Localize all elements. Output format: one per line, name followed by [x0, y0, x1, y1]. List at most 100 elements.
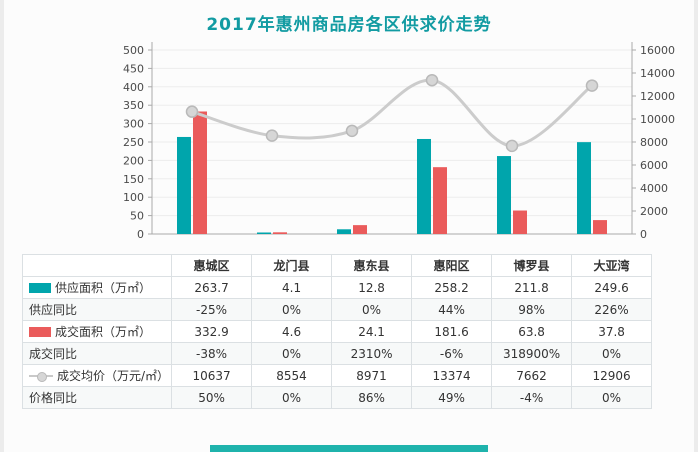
table-cell: 2310% [331, 342, 413, 365]
table-cell: -25% [171, 298, 253, 321]
row-label-cell: 成交均价（万元/㎡） [21, 364, 173, 387]
supply-area-bar [177, 136, 191, 234]
red-bar-legend-icon [29, 326, 51, 337]
table-row: 价格同比 50% 0% 86% 49% -4% 0% [21, 386, 653, 409]
table-cell: 0% [571, 342, 653, 365]
table-cell: 13374 [411, 364, 493, 387]
table-row: 供应同比 -25% 0% 0% 44% 98% 226% [21, 298, 653, 321]
table-cell: 4.1 [251, 276, 333, 299]
table-cell: 4.6 [251, 320, 333, 343]
deal-area-bar [353, 225, 367, 234]
row-label-cell: 成交同比 [21, 342, 173, 365]
row-label: 供应面积（万㎡） [55, 281, 152, 295]
table-cell: 8554 [251, 364, 333, 387]
table-cell: 211.8 [491, 276, 573, 299]
district-header: 惠东县 [331, 254, 413, 277]
table-cell: 332.9 [171, 320, 253, 343]
table-cell: 63.8 [491, 320, 573, 343]
table-header-row: 惠城区 龙门县 惠东县 惠阳区 博罗县 大亚湾 [21, 254, 653, 277]
right-axis-tick-label: 6000 [640, 159, 668, 172]
left-axis-tick-label: 350 [123, 99, 144, 112]
row-label: 成交同比 [29, 347, 78, 361]
left-axis-tick-label: 250 [123, 136, 144, 149]
table-cell: 181.6 [411, 320, 493, 343]
table-cell: -38% [171, 342, 253, 365]
deal-area-bar [193, 111, 207, 234]
table-row: 成交同比 -38% 0% 2310% -6% 318900% 0% [21, 342, 653, 365]
row-label: 价格同比 [29, 391, 78, 405]
supply-area-bar [577, 142, 591, 234]
price-line-marker [345, 124, 359, 138]
footer-stripe [210, 445, 488, 452]
price-line-marker [585, 79, 599, 92]
supply-area-bar [417, 138, 431, 234]
row-label: 供应同比 [29, 303, 78, 317]
table-cell: 98% [491, 298, 573, 321]
right-axis-tick-label: 2000 [640, 205, 668, 218]
table-cell: 49% [411, 386, 493, 409]
table-cell: 249.6 [571, 276, 653, 299]
supply-area-bar [257, 232, 271, 234]
table-cell: 258.2 [411, 276, 493, 299]
table-cell: 7662 [491, 364, 573, 387]
deal-area-bar [433, 167, 447, 234]
row-label-cell: 价格同比 [21, 386, 173, 409]
left-axis-tick-label: 150 [123, 173, 144, 186]
price-line-marker [265, 129, 279, 142]
table-cell: -4% [491, 386, 573, 409]
left-axis-tick-label: 200 [123, 154, 144, 167]
district-header: 龙门县 [251, 254, 333, 277]
table-cell: 8971 [331, 364, 413, 387]
combo-chart: 0 50 100 150 200 250 300 350 400 450 500 0 2000 4000 6… [123, 42, 675, 241]
chart-title: 2017年惠州商品房各区供求价走势 [206, 15, 492, 35]
right-axis-tick-label: 0 [640, 228, 647, 241]
table-cell: 0% [251, 298, 333, 321]
right-axis-tick-label: 8000 [640, 136, 668, 149]
row-label: 成交均价（万元/㎡） [57, 369, 170, 383]
table-cell: 10637 [171, 364, 253, 387]
table-cell: 0% [251, 386, 333, 409]
district-header: 博罗县 [491, 254, 573, 277]
table-cell: 12.8 [331, 276, 413, 299]
table-corner-cell [21, 254, 173, 277]
table-cell: 12906 [571, 364, 653, 387]
table-cell: 0% [571, 386, 653, 409]
table-row: 供应面积（万㎡） 263.7 4.1 12.8 258.2 211.8 249.6 [21, 276, 653, 299]
left-axis-tick-label: 300 [123, 118, 144, 131]
table-cell: 50% [171, 386, 253, 409]
table-cell: 37.8 [571, 320, 653, 343]
table-cell: 0% [251, 342, 333, 365]
price-line-marker [505, 139, 519, 153]
left-axis-tick-label: 100 [123, 191, 144, 204]
table-cell: 226% [571, 298, 653, 321]
right-axis-tick-label: 10000 [640, 113, 675, 126]
table-cell: 263.7 [171, 276, 253, 299]
right-axis-tick-label: 16000 [640, 44, 675, 57]
row-label-cell: 供应同比 [21, 298, 173, 321]
teal-bar-legend-icon [29, 282, 51, 293]
table-row: 成交均价（万元/㎡） 10637 8554 8971 13374 7662 12906 [21, 364, 653, 387]
left-axis-tick-label: 500 [123, 44, 144, 57]
table-cell: 0% [331, 298, 413, 321]
row-label-cell: 成交面积（万㎡） [21, 320, 173, 343]
table-cell: 24.1 [331, 320, 413, 343]
gray-line-legend-icon [29, 371, 53, 382]
left-axis-tick-label: 0 [137, 228, 144, 241]
data-table: 惠城区 龙门县 惠东县 惠阳区 博罗县 大亚湾供应面积（万㎡） 263.7 4.1 12.8 25… [21, 254, 653, 409]
deal-area-bar [513, 210, 527, 234]
district-header: 大亚湾 [571, 254, 653, 277]
right-axis-tick-label: 14000 [640, 67, 675, 80]
table-cell: 318900% [491, 342, 573, 365]
left-axis-tick-label: 450 [123, 62, 144, 75]
price-line-marker [185, 105, 199, 118]
left-axis-tick-label: 50 [130, 210, 144, 223]
district-header: 惠阳区 [411, 254, 493, 277]
table-cell: 44% [411, 298, 493, 321]
table-cell: -6% [411, 342, 493, 365]
supply-area-bar [337, 229, 351, 234]
right-axis-tick-label: 4000 [640, 182, 668, 195]
district-header: 惠城区 [171, 254, 253, 277]
price-line [191, 78, 593, 148]
deal-area-bar [273, 232, 287, 234]
